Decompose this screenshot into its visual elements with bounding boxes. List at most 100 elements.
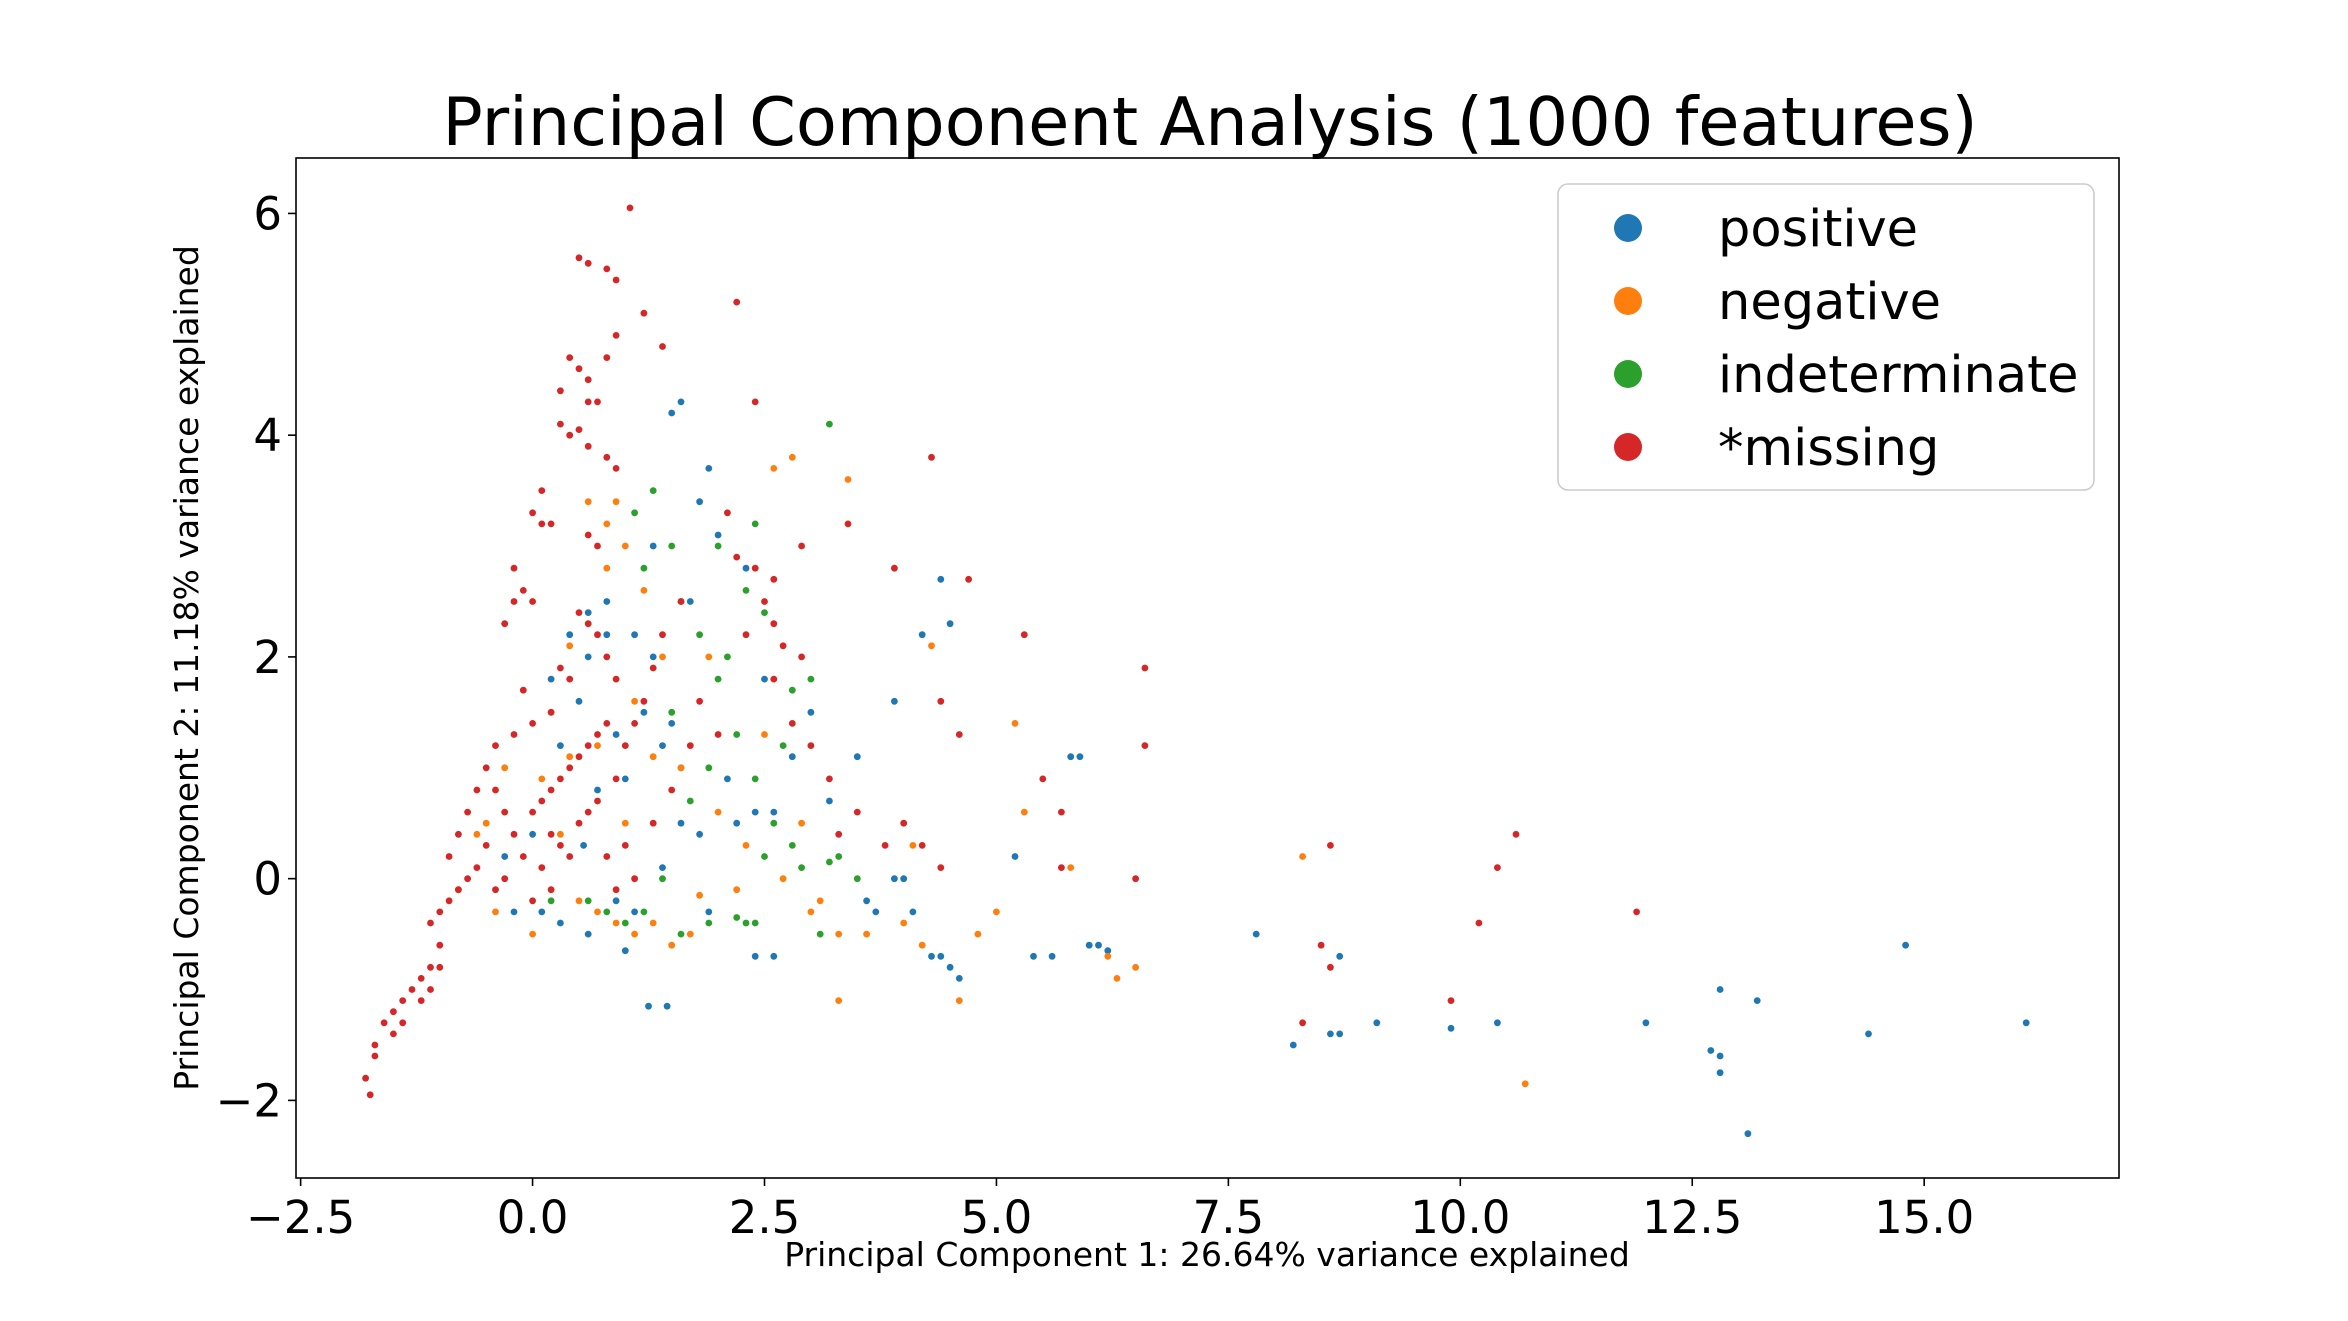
data-point xyxy=(510,830,518,838)
data-point xyxy=(631,930,638,938)
data-point xyxy=(464,808,471,816)
data-point xyxy=(881,842,889,849)
y-tick-label: 6 xyxy=(253,187,282,240)
x-tick-label: 12.5 xyxy=(1642,1191,1742,1244)
data-point xyxy=(891,697,898,705)
data-point xyxy=(853,753,861,761)
data-point xyxy=(492,908,499,916)
data-point xyxy=(547,675,555,683)
data-point xyxy=(993,908,1000,916)
data-point xyxy=(788,453,796,461)
data-point xyxy=(649,664,657,672)
data-point xyxy=(417,997,425,1004)
data-point xyxy=(436,908,444,916)
data-point xyxy=(492,786,499,794)
data-point xyxy=(510,731,518,738)
data-point xyxy=(529,509,536,517)
data-point xyxy=(1141,742,1149,749)
data-point xyxy=(1030,952,1037,960)
data-point xyxy=(714,531,722,539)
data-point xyxy=(584,609,592,616)
data-point xyxy=(473,830,481,838)
x-tick-label: 15.0 xyxy=(1874,1191,1974,1244)
data-point xyxy=(1299,853,1306,860)
data-point xyxy=(492,742,499,749)
data-point xyxy=(798,542,805,550)
data-point xyxy=(659,631,666,639)
data-point xyxy=(575,365,583,373)
data-point xyxy=(612,775,620,783)
data-point xyxy=(928,453,935,461)
data-point xyxy=(594,542,601,550)
data-point xyxy=(705,908,713,916)
data-point xyxy=(621,947,629,955)
data-point xyxy=(529,808,536,816)
data-point xyxy=(779,742,787,749)
data-point xyxy=(1336,952,1344,960)
data-point xyxy=(482,764,490,772)
data-point xyxy=(733,553,741,561)
data-point xyxy=(1642,1019,1650,1027)
data-point xyxy=(1011,853,1019,860)
data-point xyxy=(584,442,592,450)
data-point xyxy=(1512,830,1520,838)
data-point xyxy=(696,830,703,838)
y-tick-label: 0 xyxy=(253,853,282,906)
data-point xyxy=(482,842,490,849)
data-point xyxy=(1011,720,1019,727)
data-point xyxy=(696,498,703,506)
legend-label: positive xyxy=(1718,200,1918,259)
data-point xyxy=(557,387,564,395)
data-point xyxy=(399,997,407,1004)
data-point xyxy=(538,864,546,871)
data-point xyxy=(1067,753,1075,761)
data-point xyxy=(584,653,592,661)
data-point xyxy=(863,897,870,905)
data-point xyxy=(380,1019,388,1027)
data-point xyxy=(946,963,954,971)
data-point xyxy=(538,520,546,528)
data-point xyxy=(955,997,963,1004)
data-point xyxy=(538,797,546,805)
data-point xyxy=(1494,1019,1501,1027)
data-point xyxy=(1132,963,1139,971)
data-point xyxy=(853,808,861,816)
data-point xyxy=(686,742,694,749)
data-point xyxy=(603,653,611,661)
data-point xyxy=(807,708,815,716)
data-point xyxy=(733,731,741,738)
data-point xyxy=(575,254,583,262)
data-point xyxy=(751,398,759,406)
y-axis-label: Principal Component 2: 11.18% variance e… xyxy=(167,245,206,1091)
data-point xyxy=(1865,1030,1872,1038)
data-point xyxy=(612,498,620,506)
data-point xyxy=(510,908,518,916)
data-point xyxy=(584,620,592,628)
data-point xyxy=(714,542,722,550)
data-point xyxy=(733,298,741,306)
data-point xyxy=(557,664,564,672)
data-point xyxy=(603,453,611,461)
data-point xyxy=(390,1008,397,1016)
data-point xyxy=(566,642,574,650)
data-point xyxy=(584,498,592,506)
data-point xyxy=(946,620,954,628)
data-point xyxy=(807,908,815,916)
data-point xyxy=(826,797,833,805)
data-point xyxy=(770,675,778,683)
data-point xyxy=(1113,975,1121,982)
data-point xyxy=(529,830,536,838)
data-point xyxy=(510,564,518,572)
data-point xyxy=(501,875,509,883)
data-point xyxy=(974,930,982,938)
data-point xyxy=(612,465,620,472)
data-point xyxy=(714,731,722,738)
data-point xyxy=(566,753,574,761)
data-point xyxy=(705,653,713,661)
data-point xyxy=(696,891,703,899)
data-point xyxy=(482,819,490,827)
x-tick-label: 10.0 xyxy=(1410,1191,1510,1244)
data-point xyxy=(529,720,536,727)
data-point xyxy=(788,720,796,727)
data-point xyxy=(575,753,583,761)
